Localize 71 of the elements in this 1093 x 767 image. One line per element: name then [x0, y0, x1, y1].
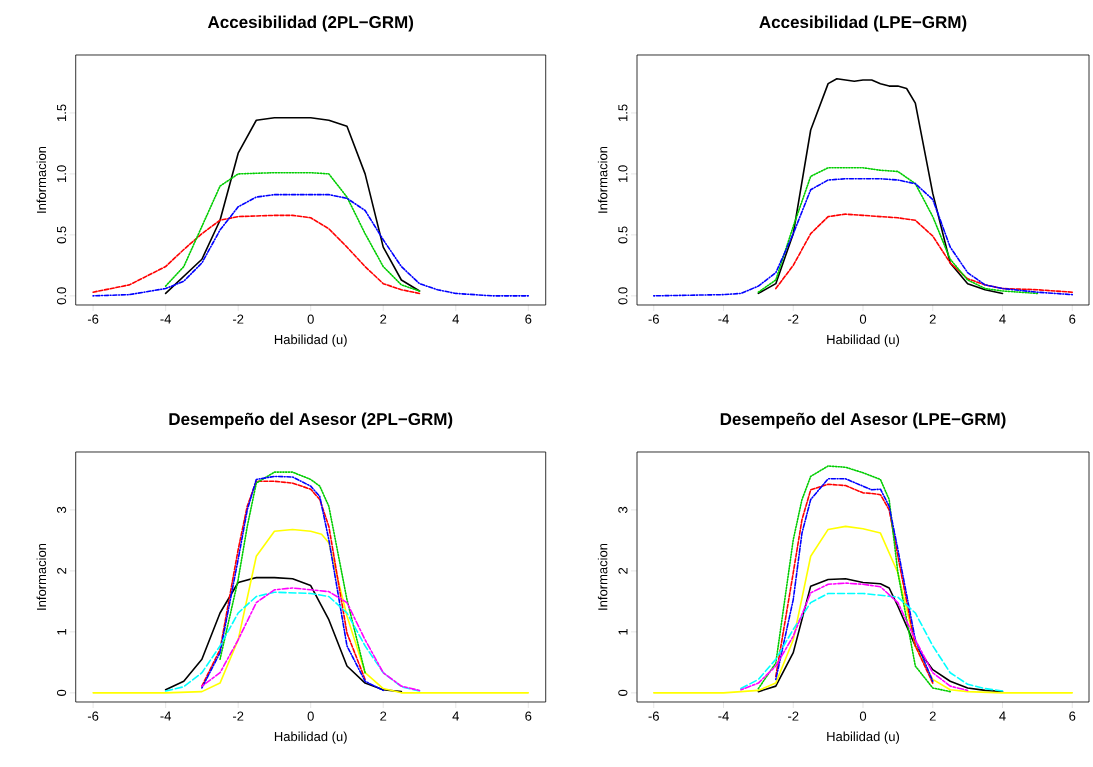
- y-tick-label: 1.5: [618, 104, 628, 121]
- line-series: [219, 471, 366, 674]
- line-series: [652, 525, 1074, 694]
- x-tick-label: -2: [788, 314, 799, 324]
- y-axis-title: Informacion: [36, 543, 47, 610]
- y-axis-title: Informacion: [36, 146, 47, 213]
- y-tick-label: 2: [57, 567, 67, 574]
- chart-title: Desempeño del Asesor (LPE−GRM): [720, 412, 1006, 429]
- x-tick-label: 2: [380, 711, 387, 721]
- x-tick-label: 6: [525, 711, 532, 721]
- x-tick-label: 2: [380, 314, 387, 324]
- line-series: [164, 576, 403, 693]
- x-tick-label: 4: [999, 314, 1006, 324]
- x-tick-label: 2: [929, 314, 936, 324]
- x-tick-label: 4: [452, 314, 460, 324]
- x-tick-label: -6: [648, 711, 659, 721]
- line-series: [740, 582, 969, 692]
- y-tick-label: 1.0: [618, 165, 628, 182]
- y-axis-title: Informacion: [597, 146, 608, 213]
- line-series: [757, 465, 951, 693]
- x-tick-label: -4: [160, 314, 172, 324]
- line-series: [164, 591, 421, 692]
- x-tick-label: 0: [859, 711, 867, 721]
- line-series: [164, 171, 421, 292]
- y-tick-label: 1: [618, 628, 628, 635]
- x-axis-title: Habilidad (u): [827, 334, 900, 347]
- x-tick-label: 6: [1069, 711, 1076, 721]
- line-series: [775, 213, 1074, 293]
- x-tick-label: 2: [929, 711, 936, 721]
- x-tick-label: -2: [788, 711, 799, 721]
- chart-title: Accesibilidad (LPE−GRM): [759, 15, 967, 32]
- y-tick-label: 1: [57, 628, 67, 635]
- line-series: [740, 592, 1004, 692]
- x-axis-title: Habilidad (u): [827, 731, 900, 744]
- x-tick-label: -2: [232, 711, 244, 721]
- y-tick-label: 1.5: [57, 104, 67, 121]
- x-tick-label: 0: [859, 314, 867, 324]
- x-tick-label: -6: [87, 314, 99, 324]
- x-tick-label: 6: [1069, 314, 1076, 324]
- x-tick-label: -6: [87, 711, 99, 721]
- x-tick-label: 0: [307, 314, 314, 324]
- y-tick-label: 0: [56, 689, 67, 696]
- x-tick-label: 4: [452, 711, 460, 721]
- x-axis-title: Habilidad (u): [274, 731, 347, 744]
- y-tick-label: 3: [618, 506, 628, 514]
- line-series: [92, 193, 530, 297]
- y-tick-label: 2: [618, 567, 628, 574]
- y-tick-label: 0.5: [618, 226, 628, 244]
- chart-title: Desempeño del Asesor (2PL−GRM): [169, 412, 453, 429]
- x-axis-title: Habilidad (u): [274, 334, 347, 347]
- line-series: [201, 587, 421, 692]
- y-tick-label: 0.5: [56, 226, 67, 244]
- y-axis-title: Informacion: [597, 543, 608, 610]
- x-tick-label: 6: [525, 314, 532, 324]
- x-tick-label: 0: [307, 711, 314, 721]
- line-series: [92, 214, 421, 295]
- x-tick-label: -4: [718, 711, 729, 721]
- chart-title: Accesibilidad (2PL−GRM): [207, 15, 414, 32]
- x-tick-label: 4: [999, 711, 1006, 721]
- x-tick-label: -2: [232, 314, 244, 324]
- x-tick-label: -4: [718, 314, 729, 324]
- y-tick-label: 3: [56, 506, 67, 514]
- line-series: [164, 117, 421, 295]
- line-series: [757, 167, 1039, 295]
- x-tick-label: -4: [160, 711, 172, 721]
- x-tick-label: -6: [648, 314, 659, 324]
- line-series: [757, 77, 1004, 295]
- y-tick-label: 0.0: [56, 287, 67, 305]
- y-tick-label: 1.0: [56, 165, 67, 182]
- y-tick-label: 0.0: [618, 287, 628, 305]
- y-tick-label: 0: [618, 689, 628, 696]
